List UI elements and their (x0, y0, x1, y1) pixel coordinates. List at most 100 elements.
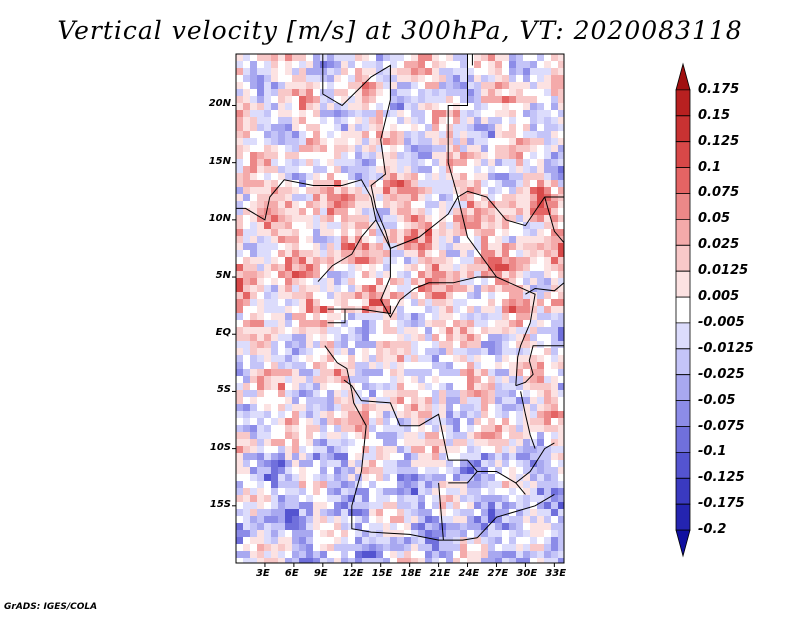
field-cell (502, 89, 509, 96)
field-cell (558, 257, 564, 264)
field-cell (397, 117, 404, 124)
field-cell (285, 551, 292, 558)
field-cell (292, 425, 299, 432)
field-cell (376, 369, 383, 376)
field-cell (390, 474, 397, 481)
field-cell (460, 523, 467, 530)
field-cell (558, 558, 564, 563)
field-cell (404, 474, 411, 481)
field-cell (355, 495, 362, 502)
field-cell (411, 54, 418, 61)
field-cell (376, 110, 383, 117)
field-cell (404, 418, 411, 425)
field-cell (355, 54, 362, 61)
field-cell (418, 257, 425, 264)
field-cell (495, 362, 502, 369)
field-cell (502, 68, 509, 75)
field-cell (488, 537, 495, 544)
field-cell (467, 145, 474, 152)
field-cell (341, 54, 348, 61)
field-cell (320, 264, 327, 271)
field-cell (285, 75, 292, 82)
field-cell (243, 124, 250, 131)
field-cell (467, 418, 474, 425)
field-cell (376, 306, 383, 313)
field-cell (355, 390, 362, 397)
field-cell (257, 390, 264, 397)
field-cell (320, 467, 327, 474)
colorbar-bin (675, 400, 691, 427)
field-cell (404, 180, 411, 187)
field-cell (467, 278, 474, 285)
field-cell (313, 173, 320, 180)
field-cell (502, 152, 509, 159)
field-cell (348, 138, 355, 145)
field-cell (271, 166, 278, 173)
field-cell (418, 61, 425, 68)
field-cell (516, 411, 523, 418)
field-cell (369, 355, 376, 362)
field-cell (292, 397, 299, 404)
field-cell (362, 61, 369, 68)
field-cell (320, 488, 327, 495)
axis-ticks (232, 104, 555, 567)
field-cell (397, 460, 404, 467)
field-cell (516, 390, 523, 397)
field-cell (432, 145, 439, 152)
field-cell (502, 229, 509, 236)
field-cell (390, 257, 397, 264)
field-cell (537, 110, 544, 117)
field-cell (320, 313, 327, 320)
field-cell (320, 299, 327, 306)
field-cell (474, 383, 481, 390)
field-cell (502, 376, 509, 383)
field-cell (236, 509, 243, 516)
field-cell (425, 222, 432, 229)
field-cell (383, 222, 390, 229)
field-cell (243, 236, 250, 243)
field-cell (278, 390, 285, 397)
border-line-2 (236, 179, 377, 282)
field-cell (509, 362, 516, 369)
field-cell (383, 124, 390, 131)
field-cell (264, 327, 271, 334)
field-cell (397, 250, 404, 257)
field-cell (530, 173, 537, 180)
field-cell (313, 229, 320, 236)
field-cell (320, 383, 327, 390)
field-cell (243, 68, 250, 75)
field-cell (313, 145, 320, 152)
field-cell (558, 488, 564, 495)
field-cell (390, 341, 397, 348)
field-cell (348, 117, 355, 124)
field-cell (376, 348, 383, 355)
field-cell (299, 390, 306, 397)
field-cell (383, 117, 390, 124)
field-cell (467, 159, 474, 166)
field-cell (411, 250, 418, 257)
field-cell (432, 131, 439, 138)
field-cell (551, 82, 558, 89)
field-cell (376, 61, 383, 68)
field-cell (390, 383, 397, 390)
field-cell (516, 453, 523, 460)
border-line-18 (520, 391, 536, 449)
field-cell (264, 82, 271, 89)
field-cell (236, 145, 243, 152)
field-cell (551, 138, 558, 145)
field-cell (453, 250, 460, 257)
field-cell (551, 376, 558, 383)
field-cell (551, 383, 558, 390)
field-cell (439, 54, 446, 61)
field-cell (341, 138, 348, 145)
field-cell (502, 537, 509, 544)
field-cell (383, 523, 390, 530)
field-cell (460, 467, 467, 474)
field-cell (467, 530, 474, 537)
field-cell (481, 432, 488, 439)
field-cell (362, 173, 369, 180)
field-cell (299, 208, 306, 215)
field-cell (474, 243, 481, 250)
field-cell (236, 411, 243, 418)
field-cell (397, 180, 404, 187)
